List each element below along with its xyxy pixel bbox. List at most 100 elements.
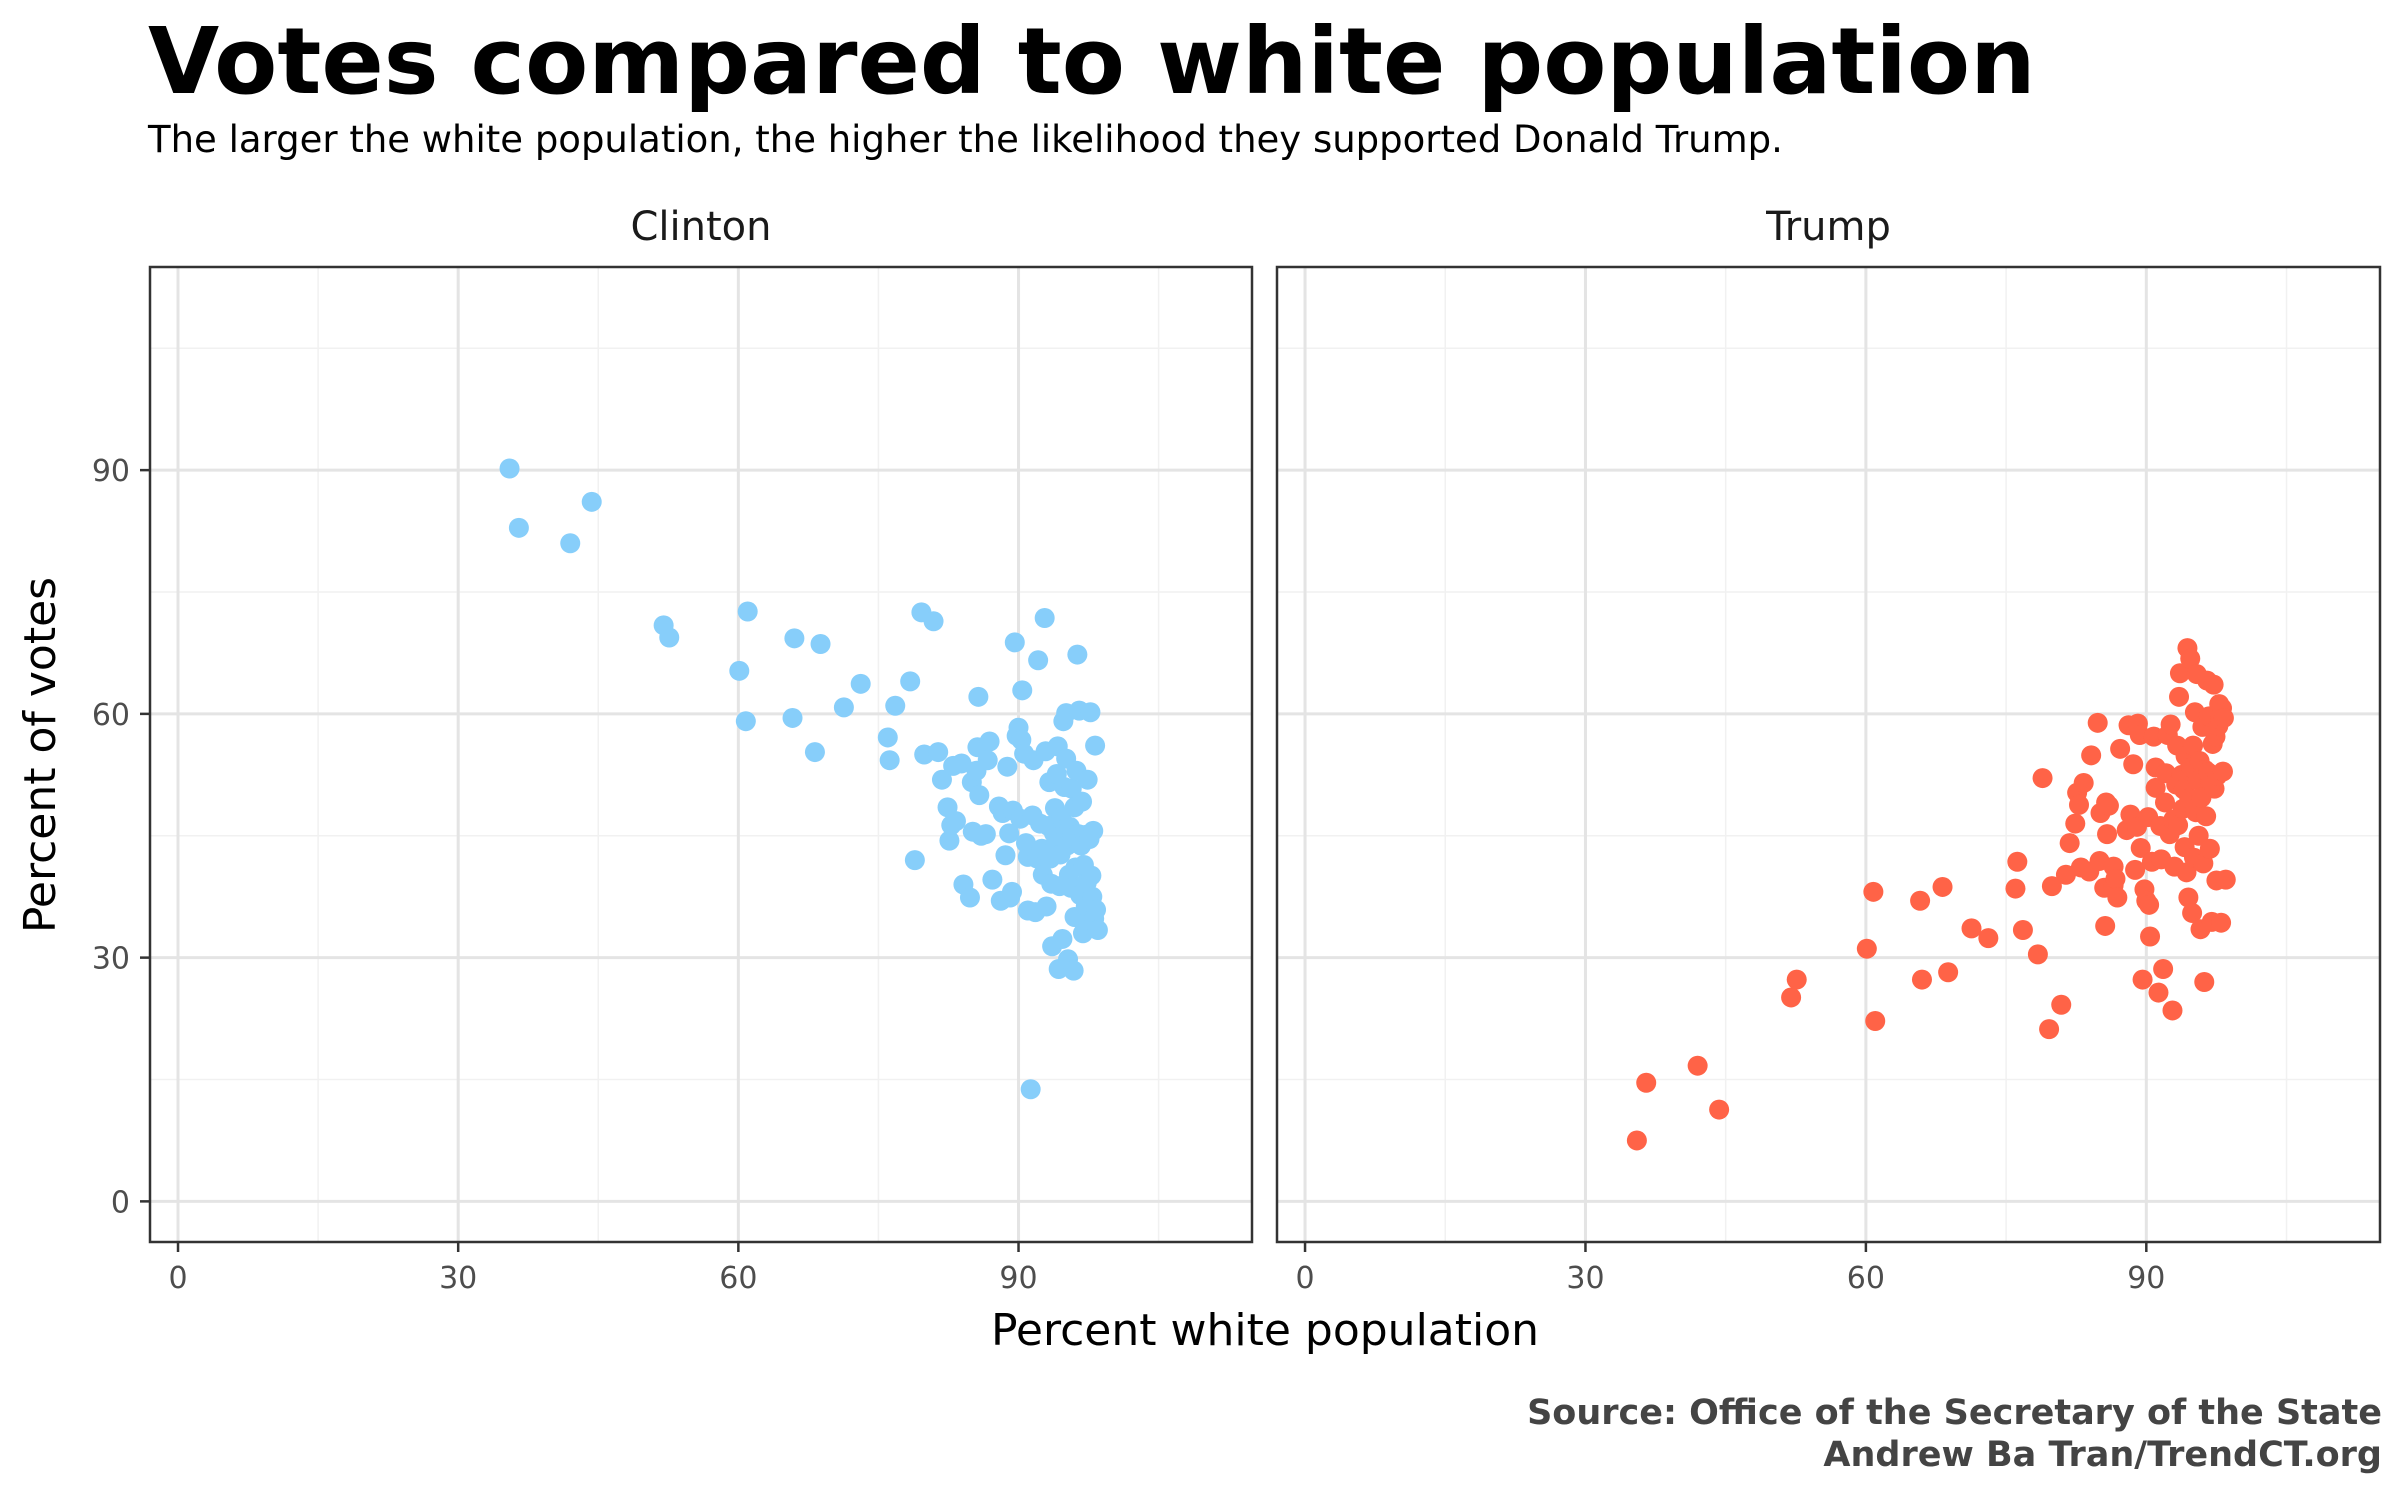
data-point	[931, 769, 952, 790]
data-point	[1067, 644, 1088, 665]
author-line: Andrew Ba Tran/TrendCT.org	[1823, 1435, 2382, 1475]
data-point	[2123, 754, 2144, 775]
data-point	[2162, 1000, 2183, 1021]
panel-frame	[1275, 265, 2382, 1244]
data-point	[2087, 712, 2108, 733]
data-point	[2182, 902, 2203, 923]
data-point	[2125, 859, 2146, 880]
data-point	[1863, 881, 1884, 902]
data-point	[928, 742, 949, 763]
data-point	[2110, 738, 2131, 759]
panel-label: Trump	[1765, 204, 1891, 250]
data-point	[804, 742, 825, 763]
data-point	[2199, 838, 2220, 859]
data-point	[2183, 735, 2204, 756]
y-tick-label: 30	[92, 942, 130, 977]
panel-clinton: Clinton 0 30 60 90 0 30 60 90	[92, 204, 1254, 1296]
data-point	[975, 824, 996, 845]
x-tick-label: 0	[1295, 1261, 1314, 1296]
data-point	[2196, 806, 2217, 827]
data-point	[2148, 982, 2169, 1003]
x-tick-label: 60	[1847, 1261, 1885, 1296]
data-point	[1786, 969, 1807, 990]
data-point	[1709, 1099, 1730, 1120]
panel-label: Clinton	[630, 204, 771, 250]
data-point	[499, 458, 520, 479]
data-point	[999, 823, 1020, 844]
data-point	[2169, 686, 2190, 707]
data-point	[1978, 928, 1999, 949]
data-point	[1856, 938, 1877, 959]
data-point	[1012, 680, 1033, 701]
data-point	[1001, 881, 1022, 902]
data-point	[977, 750, 998, 771]
data-point	[850, 673, 871, 694]
data-point	[2132, 969, 2153, 990]
data-point	[2168, 815, 2189, 836]
data-point	[1004, 632, 1025, 653]
data-point	[879, 750, 900, 771]
data-point	[2097, 824, 2118, 845]
data-point	[2203, 674, 2224, 695]
data-point	[1080, 702, 1101, 723]
y-tick-label: 0	[111, 1185, 130, 1220]
data-point	[581, 491, 602, 512]
data-point	[2211, 912, 2232, 933]
data-point	[2145, 777, 2166, 798]
data-point	[1087, 920, 1108, 940]
data-point	[2130, 837, 2151, 858]
data-point	[1636, 1072, 1657, 1093]
data-point	[1077, 769, 1098, 790]
data-point	[2178, 887, 2199, 908]
data-point	[833, 697, 854, 718]
data-point	[2194, 972, 2215, 992]
data-point	[2041, 876, 2062, 897]
data-point	[1911, 969, 1932, 990]
source-caption: Source: Office of the Secretary of the S…	[1527, 1392, 2382, 1476]
data-point	[1081, 865, 1102, 886]
data-point	[2212, 761, 2233, 782]
data-point	[979, 731, 1000, 752]
data-point	[2180, 648, 2201, 669]
data-point	[2081, 745, 2102, 766]
data-point	[560, 533, 581, 554]
data-point	[1910, 890, 1931, 911]
data-point	[2007, 851, 2028, 872]
data-point	[1036, 896, 1057, 917]
data-point	[1020, 1079, 1041, 1100]
data-point	[784, 628, 805, 649]
data-point	[2155, 792, 2176, 813]
panel-trump: Trump 0 30 60 90	[1275, 204, 2382, 1296]
data-point	[2065, 813, 2086, 834]
data-point	[951, 753, 972, 774]
data-point	[2107, 887, 2128, 908]
data-point	[2051, 994, 2072, 1015]
data-point	[1034, 608, 1055, 628]
data-point	[1083, 820, 1104, 841]
data-point	[2215, 869, 2236, 890]
x-tick-label: 30	[1566, 1261, 1604, 1296]
data-point	[2005, 878, 2026, 899]
data-point	[2098, 795, 2119, 816]
data-point	[945, 811, 966, 832]
x-tick-label: 0	[168, 1261, 187, 1296]
data-point	[659, 627, 680, 648]
data-point	[904, 850, 925, 871]
data-point	[1052, 928, 1073, 949]
data-point	[2213, 707, 2234, 728]
data-point	[1626, 1130, 1647, 1151]
data-point	[2039, 1019, 2060, 1040]
chart-title: Votes compared to white population	[148, 8, 2036, 115]
data-point	[2055, 864, 2076, 885]
data-point	[900, 671, 921, 692]
data-point	[959, 887, 980, 908]
data-point	[969, 785, 990, 806]
y-tick-label: 90	[92, 454, 130, 489]
data-point	[1072, 791, 1093, 812]
data-point	[2069, 794, 2090, 815]
data-point	[2139, 894, 2160, 915]
data-point	[810, 634, 831, 654]
data-point	[995, 845, 1016, 866]
data-point	[968, 686, 989, 707]
